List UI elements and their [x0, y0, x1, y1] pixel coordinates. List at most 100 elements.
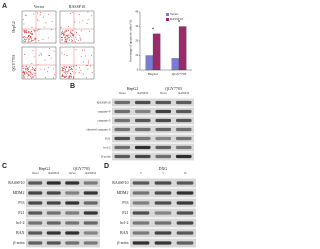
- flow-dot: [46, 71, 48, 73]
- blot-band: [65, 211, 80, 215]
- lane-label: 5: [162, 172, 164, 175]
- flow-dot: [23, 30, 25, 32]
- row-label: BAX: [120, 230, 129, 235]
- flow-dot: [64, 76, 66, 77]
- group-header: DXG: [159, 166, 168, 171]
- blot-band: [175, 109, 192, 114]
- flow-dot: [65, 76, 67, 78]
- lane-label: RASSF10: [178, 92, 189, 95]
- flow-dot: [77, 39, 79, 41]
- flow-dot: [70, 68, 72, 70]
- flow-dot: [70, 36, 72, 38]
- blot-band: [46, 241, 61, 245]
- lane-label: RASSF10: [85, 172, 96, 175]
- flow-dot: [63, 68, 65, 69]
- flow-dot: [67, 38, 69, 40]
- row-label: MDM2: [12, 190, 24, 195]
- flow-dot: [65, 41, 67, 43]
- flow-dot: [70, 30, 72, 32]
- flow-dot: [22, 68, 24, 70]
- flow-dot: [86, 23, 88, 25]
- flow-dot: [33, 76, 35, 78]
- panel-label: D: [104, 163, 109, 170]
- blot-band: [83, 241, 98, 245]
- flow-dot: [26, 72, 28, 74]
- flow-dot: [43, 26, 45, 28]
- flow-dot: [62, 30, 64, 32]
- flow-dot: [27, 74, 29, 76]
- flow-plot: [59, 46, 95, 80]
- blot-band: [155, 100, 172, 105]
- flow-dot: [38, 39, 40, 41]
- flow-dot: [76, 65, 78, 67]
- flow-dot: [66, 40, 68, 42]
- y-tick-label: 0: [137, 68, 139, 72]
- flow-dot: [68, 67, 70, 68]
- flow-dot: [80, 38, 82, 40]
- blot-band: [83, 211, 98, 215]
- flow-dot: [75, 36, 77, 38]
- flow-dot: [88, 31, 90, 33]
- flow-dot: [28, 70, 30, 72]
- flow-dot: [66, 71, 68, 73]
- blot-band: [176, 201, 194, 205]
- blot-band: [132, 211, 150, 215]
- flow-dot: [64, 36, 66, 38]
- flow-dot: [74, 21, 76, 23]
- flow-dot: [40, 68, 42, 70]
- flow-dot: [28, 36, 30, 38]
- flow-dot: [69, 67, 71, 68]
- row-label: β-actin: [101, 154, 111, 158]
- row-label: RASSF10: [112, 180, 128, 185]
- flow-dot: [33, 13, 35, 15]
- legend-swatch: [166, 13, 169, 16]
- blot-strip: [26, 198, 100, 208]
- blot-band: [134, 145, 151, 150]
- flow-dot: [29, 31, 31, 33]
- flow-plot: [21, 46, 57, 80]
- bar: [178, 26, 187, 71]
- flow-dot: [33, 39, 35, 41]
- flow-dot: [71, 32, 73, 34]
- blot-band: [83, 181, 98, 185]
- blot-strip: [112, 134, 194, 143]
- flow-dot: [39, 14, 41, 16]
- flow-dot: [23, 53, 25, 55]
- flow-dot: [68, 36, 70, 38]
- flow-dot: [81, 56, 82, 58]
- flow-dot: [24, 67, 26, 69]
- flow-dot: [31, 73, 33, 75]
- flow-dot: [47, 37, 49, 39]
- flow-dot: [40, 53, 42, 55]
- blot-band: [176, 211, 194, 215]
- blot-band: [132, 231, 150, 235]
- flow-dot: [75, 49, 77, 51]
- flow-dot: [75, 68, 77, 70]
- flow-dot: [78, 35, 80, 36]
- flow-dot: [37, 12, 39, 14]
- flow-dot: [63, 34, 65, 35]
- flow-dot: [73, 65, 74, 67]
- flow-dot: [64, 31, 66, 33]
- blot-band: [65, 231, 80, 235]
- flow-dot: [26, 37, 28, 39]
- column-header: Vector: [34, 4, 45, 9]
- flow-dot: [78, 14, 80, 16]
- flow-dot: [76, 38, 78, 40]
- blot-band: [83, 201, 98, 205]
- flow-dot: [70, 13, 72, 14]
- flow-dot: [34, 73, 36, 74]
- flow-dot: [68, 75, 70, 77]
- blot-strip: [26, 228, 100, 238]
- flow-dot: [80, 69, 82, 71]
- row-label: P21: [18, 210, 24, 215]
- y-tick-label: 30: [135, 24, 139, 28]
- blot-strip: [112, 98, 194, 107]
- blot-band: [46, 181, 61, 185]
- flow-dot: [36, 19, 38, 21]
- blot-band: [154, 191, 172, 195]
- flow-dot: [64, 30, 66, 32]
- flow-dot: [22, 75, 24, 77]
- x-tick-label: QGY7703: [172, 72, 187, 76]
- flow-plot: [59, 10, 95, 44]
